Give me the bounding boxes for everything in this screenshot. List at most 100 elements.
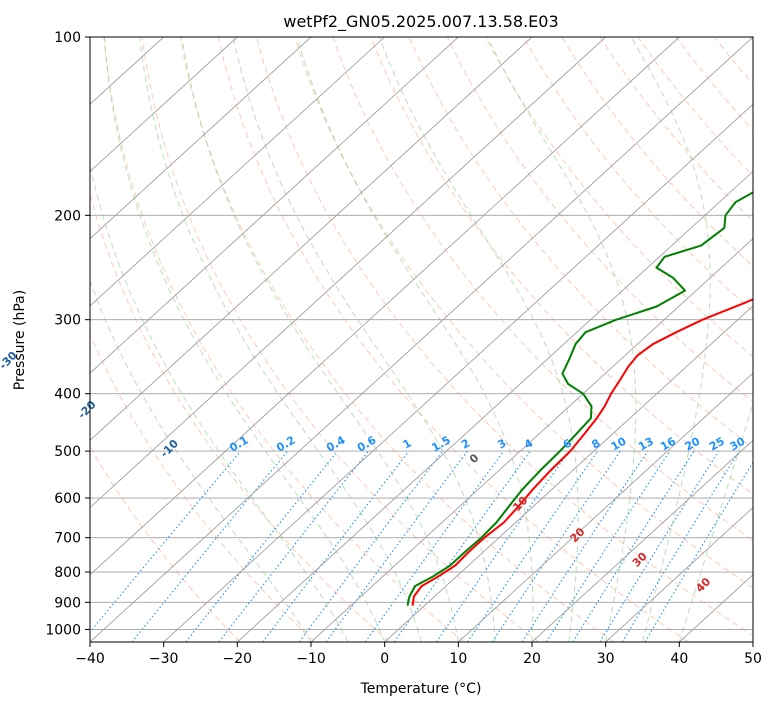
dry-adiabat-line [370,37,753,495]
dry-adiabat-line [179,37,614,642]
mixing-ratio-label: 2 [459,437,472,452]
x-tick-label: 0 [380,651,389,667]
dry-adiabat-line [90,192,390,642]
x-tick-label: −30 [149,651,179,667]
temperature-profile-line [411,298,753,606]
chart-title: wetPf2_GN05.2025.007.13.58.E03 [283,12,558,32]
plot-frame [89,36,754,643]
moist-adiabat-line [181,37,459,642]
mixing-ratio-line [644,461,753,642]
isotherm-line [752,641,753,642]
y-tick-label: 900 [54,595,81,611]
dry-adiabat-line [103,37,465,642]
label-layer: -100-90-80-70-60-50-40-30-20-10010203040… [0,349,748,595]
y-tick-label: 800 [54,565,81,581]
x-tick-label: 20 [523,651,541,667]
dry-adiabat-line [256,37,753,637]
dry-adiabat-line [90,445,241,642]
isotherm-line [90,37,312,240]
x-tick-label: 30 [597,651,615,667]
dry-adiabat-line [332,37,753,542]
y-tick-label: 1000 [45,622,81,638]
mixing-ratio-label: 8 [589,437,602,452]
x-tick-label: 50 [744,651,762,667]
dry-adiabat-line [294,37,753,589]
y-tick-label: 500 [54,444,81,460]
isotherm-line [531,439,753,642]
isotherm-line [90,37,680,576]
moist-adiabat-line [378,37,579,642]
dry-adiabat-line [675,37,753,131]
x-tick-label: −20 [223,651,253,667]
x-tick-label: 40 [670,651,688,667]
x-tick-label: −40 [75,651,105,667]
dry-adiabat-line [637,37,753,177]
isotherm-line [237,170,753,642]
mixing-ratio-line [131,450,289,642]
x-axis-label: Temperature (°C) [360,681,482,697]
y-tick-label: 100 [54,30,81,46]
mixing-ratio-line [218,450,369,642]
mixing-ratio-line [90,450,242,633]
dry-adiabat-line [561,37,753,267]
moist-adiabat-line [678,401,753,642]
grid-layer [90,37,753,642]
mixing-ratio-label: 1 [401,437,414,452]
y-tick-label: 300 [54,313,81,329]
isotherm-line [458,372,753,642]
moist-adiabat-line [486,37,637,642]
mixing-ratio-line [545,450,671,642]
moist-adiabat-line [139,37,422,642]
moist-adiabat-label: 40 [693,575,713,595]
isotherm-line [90,37,459,374]
mixing-ratio-line [599,450,720,642]
dry-adiabat-line [714,37,753,85]
mixing-ratio-line [185,450,339,642]
y-tick-label: 700 [54,531,81,547]
isotherm-line [605,506,753,642]
dewpoint-profile-line [406,191,753,606]
isotherm-line [384,305,753,642]
isotherm-line [90,37,385,307]
x-tick-label: −10 [296,651,326,667]
moist-adiabat-line [296,37,534,642]
mixing-ratio-line [621,450,740,642]
moist-adiabat-line [630,37,711,642]
isotherm-line [90,37,238,173]
mixing-ratio-line [572,450,695,642]
y-axis-label: Pressure (hPa) [12,290,28,390]
isotherm-line [90,37,753,642]
moist-adiabat-line [103,37,386,642]
moist-adiabat-line [90,279,312,642]
mixing-ratio-line [435,450,570,642]
dry-adiabat-line [141,37,540,642]
dry-adiabat-line [217,37,689,642]
y-tick-label: 400 [54,387,81,403]
dry-adiabat-line [408,37,753,449]
isotherm-line [163,103,753,642]
isotherm-line [90,37,606,509]
moist-adiabat-line [90,163,349,642]
mixing-ratio-line [467,450,599,642]
y-tick-label: 200 [54,208,81,224]
dry-adiabat-line [752,37,753,39]
dry-adiabat-label: -10 [158,437,181,460]
mixing-ratio-line [325,450,468,642]
moist-adiabat-line [232,37,496,642]
isotherm-line [90,37,533,441]
moist-adiabat-label: 30 [630,549,650,569]
y-tick-label: 600 [54,491,81,507]
mixing-ratio-line [521,450,649,642]
mixing-ratio-line [364,450,505,642]
isotherm-line [310,238,753,642]
x-tick-label: 10 [449,651,467,667]
mixing-ratio-line [491,450,621,642]
mixing-ratio-line [262,450,410,642]
data-layer [406,191,753,606]
dry-adiabat-line [446,37,753,403]
axes-layer: −40 −30 −20 −10 0 10 20 30 40 5010020030040050060… [45,30,762,667]
dry-adiabat-line [484,37,753,358]
dry-adiabat-line [523,37,753,313]
moist-adiabat-label: 0 [467,451,482,466]
